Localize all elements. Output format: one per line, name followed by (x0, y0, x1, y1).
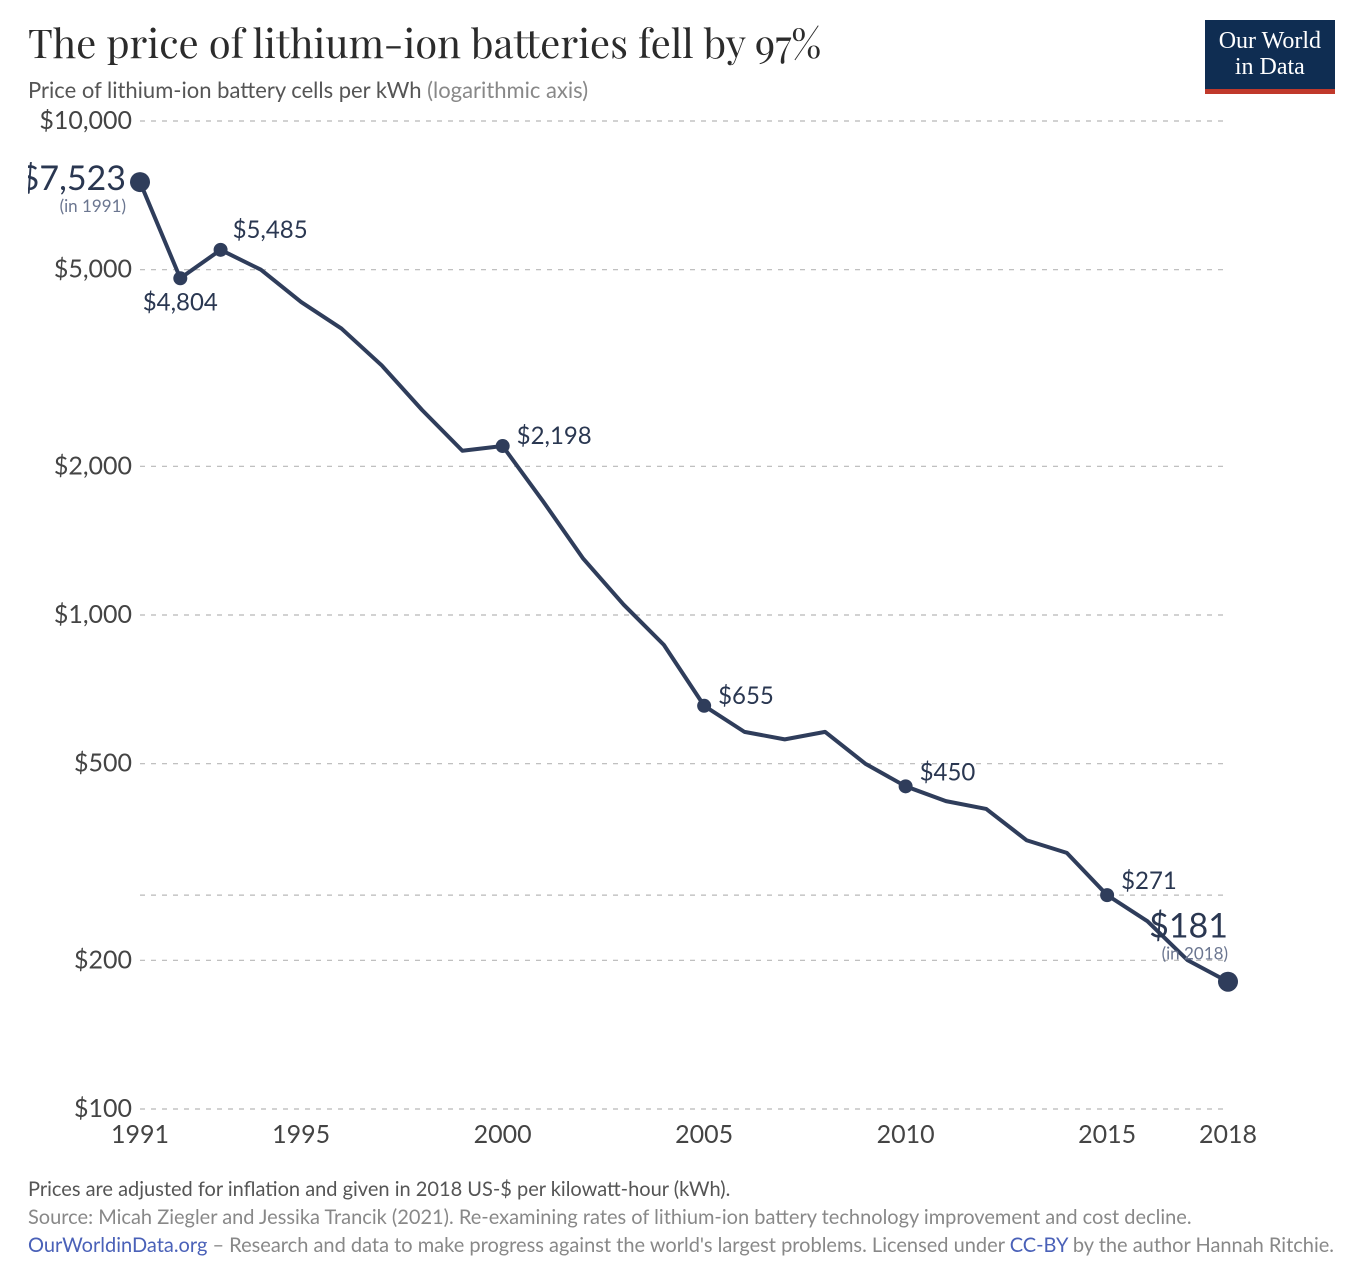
data-label: $2,198 (517, 421, 592, 450)
license-link[interactable]: CC-BY (1010, 1233, 1068, 1257)
data-marker (130, 172, 150, 192)
data-marker (214, 243, 228, 257)
x-axis-label: 2015 (1078, 1119, 1136, 1149)
x-axis-label: 2000 (474, 1119, 532, 1149)
subtitle-paren: (logarithmic axis) (427, 76, 588, 103)
data-marker (1218, 972, 1238, 992)
chart-subtitle: Price of lithium-ion battery cells per k… (28, 76, 1205, 103)
data-label: $655 (718, 681, 774, 710)
logo-line1: Our World (1219, 28, 1321, 54)
chart-container: The price of lithium-ion batteries fell … (0, 0, 1363, 1267)
y-axis-label: $500 (74, 748, 132, 778)
footer-source: Source: Micah Ziegler and Jessika Tranci… (28, 1203, 1335, 1231)
x-axis-label: 1995 (272, 1119, 330, 1149)
owid-logo: Our World in Data (1205, 20, 1335, 94)
chart-svg: $100$200$500$1,000$2,000$5,000$10,000199… (28, 109, 1335, 1169)
data-marker (1100, 888, 1114, 902)
data-marker (496, 439, 510, 453)
data-label: $4,804 (143, 287, 218, 316)
price-line (140, 182, 1228, 982)
y-axis-label: $1,000 (54, 599, 132, 629)
logo-line2: in Data (1219, 54, 1321, 80)
chart-plot-area: $100$200$500$1,000$2,000$5,000$10,000199… (28, 109, 1335, 1169)
title-block: The price of lithium-ion batteries fell … (28, 20, 1205, 103)
data-label-sub: (in 2018) (1162, 943, 1228, 964)
x-axis-label: 1991 (111, 1119, 169, 1149)
owid-link[interactable]: OurWorldinData.org (28, 1233, 207, 1257)
data-label: $7,523 (28, 157, 126, 198)
y-axis-label: $5,000 (54, 254, 132, 284)
x-axis-label: 2010 (877, 1119, 935, 1149)
y-axis-label: $200 (74, 944, 132, 974)
data-label: $271 (1121, 866, 1177, 895)
x-axis-label: 2018 (1199, 1119, 1257, 1149)
chart-title: The price of lithium-ion batteries fell … (28, 20, 1205, 66)
footer-tagline: – Research and data to make progress aga… (207, 1233, 1009, 1257)
subtitle-main: Price of lithium-ion battery cells per k… (28, 76, 422, 103)
data-marker (899, 779, 913, 793)
data-label-sub: (in 1991) (60, 195, 126, 216)
footer-author: by the author Hannah Ritchie. (1068, 1233, 1334, 1257)
footer-note: Prices are adjusted for inflation and gi… (28, 1175, 1335, 1203)
data-marker (173, 271, 187, 285)
y-axis-label: $10,000 (39, 109, 132, 135)
y-axis-label: $2,000 (54, 450, 132, 480)
header: The price of lithium-ion batteries fell … (28, 20, 1335, 103)
data-label: $450 (920, 757, 976, 786)
data-label: $181 (1149, 905, 1228, 946)
footer-credit: OurWorldinData.org – Research and data t… (28, 1231, 1335, 1259)
data-marker (697, 699, 711, 713)
x-axis-label: 2005 (675, 1119, 733, 1149)
data-label: $5,485 (233, 215, 308, 244)
footer: Prices are adjusted for inflation and gi… (28, 1175, 1335, 1259)
